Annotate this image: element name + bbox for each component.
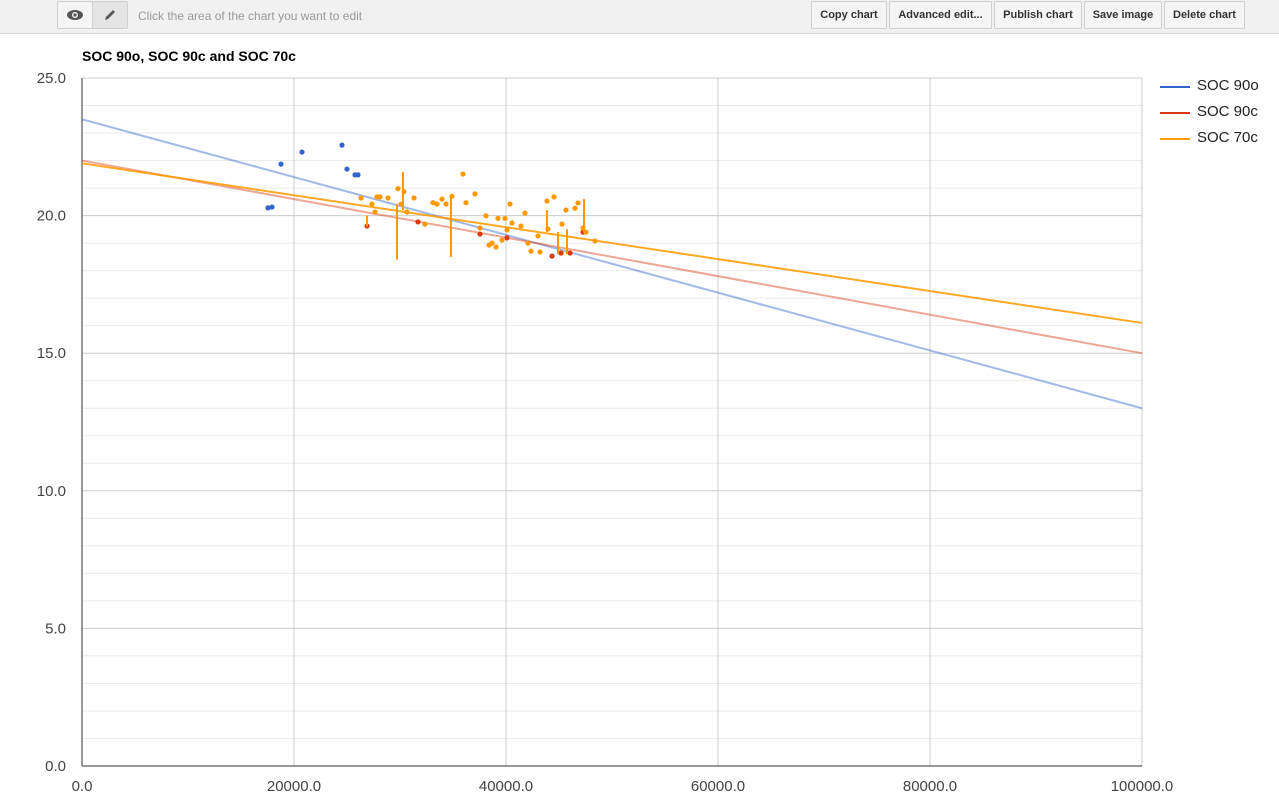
data-point (472, 191, 478, 197)
data-point (558, 250, 564, 256)
data-point (385, 195, 391, 201)
delete-chart-button[interactable]: Delete chart (1164, 1, 1245, 29)
data-point (269, 204, 275, 210)
data-point (522, 210, 528, 216)
legend-label: SOC 70c (1197, 129, 1258, 146)
data-point (355, 172, 361, 178)
data-point (278, 161, 284, 167)
data-point (509, 220, 515, 226)
data-point (395, 186, 401, 192)
data-point (545, 226, 551, 232)
data-point (369, 201, 375, 207)
data-point (398, 201, 404, 207)
x-tick-label: 100000.0 (1111, 778, 1174, 795)
data-point (489, 240, 495, 246)
chart-title: SOC 90o, SOC 90c and SOC 70c (82, 48, 296, 64)
data-point (443, 201, 449, 207)
edit-hint: Click the area of the chart you want to … (138, 9, 363, 23)
edit-button[interactable] (92, 1, 128, 29)
save-image-button[interactable]: Save image (1084, 1, 1162, 29)
data-point (434, 201, 440, 207)
publish-chart-button[interactable]: Publish chart (994, 1, 1082, 29)
data-point (339, 142, 345, 148)
data-point (377, 194, 383, 200)
x-tick-label: 40000.0 (479, 778, 533, 795)
data-point (265, 205, 271, 211)
x-tick-label: 60000.0 (691, 778, 745, 795)
data-point (528, 248, 534, 254)
trendline-soc-70c (81, 162, 1143, 324)
data-point (507, 201, 513, 207)
data-point (502, 215, 508, 221)
data-point (358, 195, 364, 201)
preview-button[interactable] (57, 1, 93, 29)
data-point (401, 189, 407, 195)
pencil-icon (105, 10, 115, 20)
copy-chart-button[interactable]: Copy chart (811, 1, 887, 29)
data-point (344, 166, 350, 172)
data-point (415, 219, 421, 225)
x-tick-label: 20000.0 (267, 778, 321, 795)
data-point (551, 194, 557, 200)
data-point (439, 196, 445, 202)
y-tick-label: 25.0 (37, 70, 66, 87)
data-point (504, 235, 510, 241)
data-point (592, 238, 598, 244)
data-point (449, 193, 455, 199)
legend-label: SOC 90c (1197, 103, 1258, 120)
data-point (563, 207, 569, 213)
eye-icon (67, 10, 83, 20)
legend-swatch (1160, 112, 1190, 114)
data-point (404, 209, 410, 215)
data-point (525, 240, 531, 246)
chart-toolbar: Click the area of the chart you want to … (0, 0, 1279, 34)
data-point (493, 244, 499, 250)
legend-swatch (1160, 86, 1190, 88)
legend-label: SOC 90o (1197, 77, 1259, 94)
data-point (567, 250, 573, 256)
y-tick-label: 5.0 (45, 620, 66, 637)
data-point (518, 223, 524, 229)
y-tick-label: 10.0 (37, 483, 66, 500)
data-point (499, 237, 505, 243)
trendline-soc-90o (81, 118, 1143, 410)
data-point (460, 171, 466, 177)
data-point (299, 149, 305, 155)
data-point (372, 209, 378, 215)
data-point (477, 225, 483, 231)
data-point (544, 198, 550, 204)
x-tick-label: 0.0 (72, 778, 93, 795)
advanced-edit-button[interactable]: Advanced edit... (889, 1, 992, 29)
data-point (583, 229, 589, 235)
data-point (537, 249, 543, 255)
data-point (572, 205, 578, 211)
legend-swatch (1160, 138, 1190, 140)
y-tick-label: 15.0 (37, 345, 66, 362)
data-point (463, 200, 469, 206)
data-point (559, 221, 565, 227)
data-point (504, 227, 510, 233)
data-point (430, 200, 436, 206)
data-point (549, 253, 555, 259)
trendline-soc-90c (81, 159, 1143, 355)
x-tick-label: 80000.0 (903, 778, 957, 795)
data-point (575, 200, 581, 206)
data-point (477, 231, 483, 237)
y-tick-label: 0.0 (45, 758, 66, 775)
data-point (580, 225, 586, 231)
y-tick-label: 20.0 (37, 208, 66, 225)
data-point (535, 233, 541, 239)
data-point (411, 195, 417, 201)
data-point (495, 215, 501, 221)
data-point (483, 213, 489, 219)
data-point (422, 221, 428, 227)
